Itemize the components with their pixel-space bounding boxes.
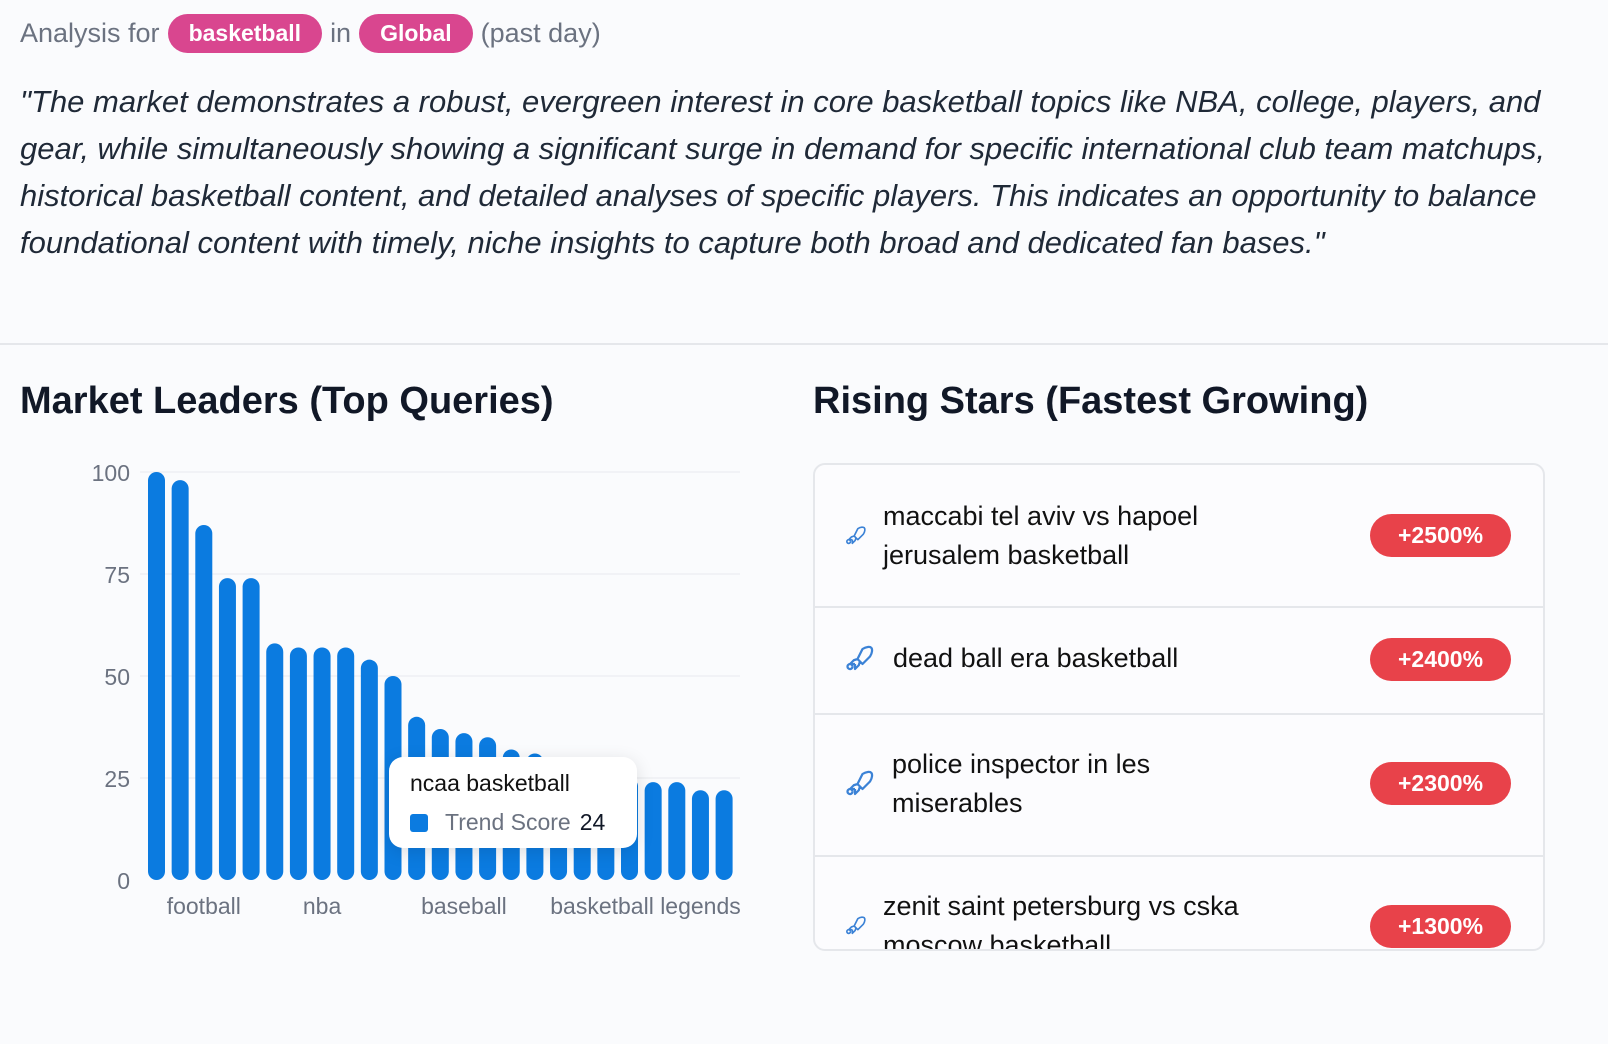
list-item[interactable]: police inspector in les miserables +2300… bbox=[815, 713, 1543, 857]
bar[interactable] bbox=[242, 578, 260, 880]
keyword-pill[interactable]: basketball bbox=[167, 13, 323, 53]
bar[interactable] bbox=[266, 643, 284, 880]
query-text: dead ball era basketball bbox=[893, 643, 1179, 673]
rocket-icon bbox=[846, 916, 866, 935]
market-summary: "The market demonstrates a robust, everg… bbox=[20, 84, 1545, 260]
bar[interactable] bbox=[195, 525, 213, 880]
y-tick-label: 75 bbox=[104, 562, 130, 588]
bar[interactable] bbox=[691, 790, 709, 880]
bar[interactable] bbox=[644, 782, 662, 880]
analysis-header: Analysis for basketball in Global (past … bbox=[20, 10, 601, 56]
header-connector: in bbox=[330, 17, 352, 48]
tooltip-title: ncaa basketball bbox=[410, 770, 570, 796]
growth-badge: +2300% bbox=[1370, 762, 1511, 805]
y-tick-label: 50 bbox=[104, 664, 130, 690]
header-period: (past day) bbox=[480, 17, 601, 48]
header-prefix: Analysis for bbox=[20, 17, 160, 48]
market-leaders-title: Market Leaders (Top Queries) bbox=[20, 380, 554, 422]
list-item[interactable]: dead ball era basketball +2400% bbox=[815, 606, 1543, 715]
growth-badge: +1300% bbox=[1370, 905, 1511, 948]
tooltip-label: Trend Score bbox=[445, 809, 571, 835]
market-leaders-chart: 0 25 50 75 100 football nba baseball basketball … bbox=[92, 460, 741, 919]
bar[interactable] bbox=[337, 647, 355, 880]
rocket-icon bbox=[846, 645, 874, 671]
x-tick-label: basketball legends bbox=[550, 893, 741, 919]
region-pill[interactable]: Global bbox=[359, 13, 473, 53]
y-tick-label: 25 bbox=[104, 766, 130, 792]
bar[interactable] bbox=[313, 647, 331, 880]
query-text: zenit saint petersburg vs cska moscow ba… bbox=[883, 891, 1239, 951]
divider bbox=[0, 343, 1608, 345]
bar[interactable] bbox=[360, 659, 378, 880]
bar[interactable] bbox=[668, 782, 686, 880]
x-tick-label: baseball bbox=[421, 893, 507, 919]
list-item[interactable]: maccabi tel aviv vs hapoel jerusalem bas… bbox=[815, 465, 1543, 608]
bar[interactable] bbox=[148, 472, 165, 880]
query-text: police inspector in les miserables bbox=[892, 749, 1151, 818]
bar[interactable] bbox=[289, 647, 307, 880]
growth-badge: +2400% bbox=[1370, 638, 1511, 681]
query-text: maccabi tel aviv vs hapoel jerusalem bas… bbox=[883, 501, 1199, 570]
bar[interactable] bbox=[715, 790, 733, 880]
bar[interactable] bbox=[218, 578, 236, 880]
chart-tooltip: ncaa basketball Trend Score 24 bbox=[389, 757, 637, 848]
rising-stars-list: maccabi tel aviv vs hapoel jerusalem bas… bbox=[813, 463, 1545, 951]
tooltip-value: 24 bbox=[579, 809, 606, 835]
y-tick-label: 100 bbox=[92, 460, 130, 486]
y-tick-label: 0 bbox=[117, 868, 130, 894]
bar[interactable] bbox=[171, 480, 189, 880]
growth-badge: +2500% bbox=[1370, 514, 1511, 557]
rocket-icon bbox=[846, 526, 866, 545]
x-tick-label: nba bbox=[303, 893, 342, 919]
tooltip-swatch bbox=[410, 813, 428, 832]
rising-stars-title: Rising Stars (Fastest Growing) bbox=[813, 380, 1369, 422]
rocket-icon bbox=[846, 770, 874, 796]
x-tick-label: football bbox=[167, 893, 241, 919]
list-item[interactable]: zenit saint petersburg vs cska moscow ba… bbox=[815, 855, 1543, 951]
